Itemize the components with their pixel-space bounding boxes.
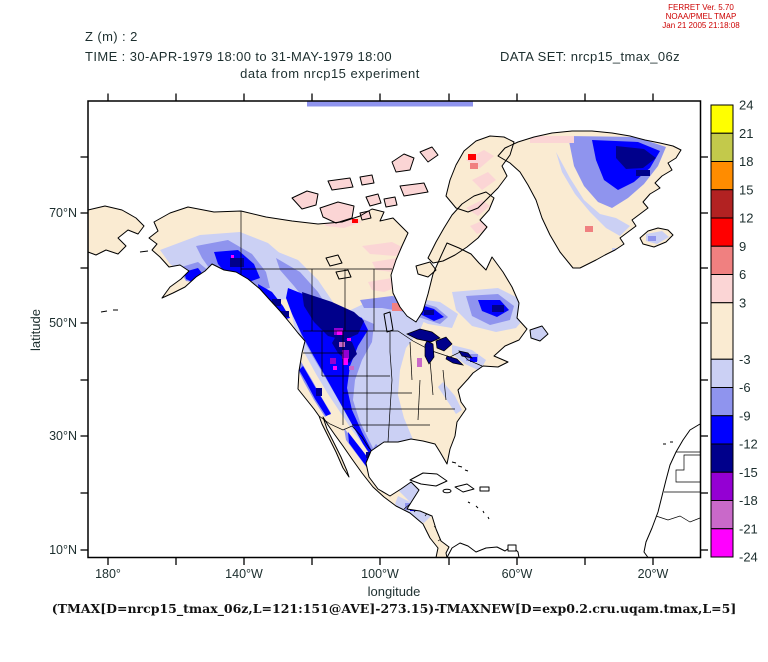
x-tick-label: 20°W [638,567,669,581]
x-tick-label: 180° [95,567,121,581]
patch-magenta-4 [347,338,351,341]
patch-alaska-magenta [231,255,234,258]
colorbar-label: -12 [739,437,758,452]
colorbar-label: -6 [739,380,751,395]
colorbar-label: 3 [739,295,746,310]
patch-hudson-navy [424,310,434,315]
colorbar-label: 12 [739,211,753,226]
ferret-credit: FERRET Ver. 5.70 NOAA/PMEL TMAP Jan 21 2… [662,3,740,30]
patch-lake-michigan-orchid [417,358,422,367]
patch-orchid-1 [339,342,345,347]
patch-quebec-navy [492,305,504,312]
colorbar-segment [711,388,733,416]
patch-greenland-top-pink [530,136,574,143]
coast-jamaica [443,489,451,493]
x-axis-title: longitude [368,584,421,599]
patch-ellesmere-salmon [470,163,478,169]
credit-version: FERRET Ver. 5.70 [668,3,734,12]
y-tick-label: 30°N [49,429,77,443]
colorbar-segment [711,105,733,133]
z-level-label: Z (m) : 2 [85,29,138,44]
colorbar-segment [711,359,733,387]
patch-red-coast [352,219,358,223]
colorbar-segment [711,416,733,444]
colorbar-label: 18 [739,154,753,169]
plot-header: Z (m) : 2 TIME : 30-APR-1979 18:00 to 31… [85,29,680,81]
plot-caption: (TMAX[D=nrcp15_tmax_06z,L=121:151@AVE]-2… [52,601,736,617]
colorbar-label: -24 [739,550,758,565]
colorbar-segment [711,162,733,190]
colorbar-label: 9 [739,239,746,254]
credit-org: NOAA/PMEL TMAP [666,12,737,21]
patch-magenta-2 [343,358,348,365]
colorbar-label: 15 [739,182,753,197]
patch-sierra-navy [316,388,322,396]
patch-greenland-navy2 [636,170,650,176]
patch-magenta-1 [337,331,342,335]
patch-red-ellesmere [468,154,476,160]
dataset-label: DATA SET: nrcp15_tmax_06z [500,49,680,64]
colorbar-label: 21 [739,126,753,141]
plot-subtitle: data from nrcp15 experiment [240,66,420,81]
y-tick-label: 70°N [49,206,77,220]
colorbar-segment [711,275,733,303]
patch-alaska-navy [230,258,244,267]
colorbar-label: -21 [739,521,758,536]
colorbar-segment [711,246,733,274]
time-range-label: TIME : 30-APR-1979 18:00 to 31-MAY-1979 … [85,49,392,64]
patch-magenta-3 [333,366,337,370]
y-tick-label: 50°N [49,316,77,330]
colorbar-segment [711,444,733,472]
colorbar-label: 6 [739,267,746,282]
colorbar: 24 21 18 15 12 9 6 3 -3 -6 -9 -12 -15 -18 -21 -24 [711,98,758,565]
patch-orchid-2 [349,366,354,370]
x-tick-label: 60°W [502,567,533,581]
colorbar-segment [711,218,733,246]
patch-violet-3 [330,358,336,364]
coast-puerto-rico [480,487,489,491]
colorbar-segment [711,529,733,557]
plot-canvas: FERRET Ver. 5.70 NOAA/PMEL TMAP Jan 21 2… [0,0,768,662]
x-tick-label: 100°W [361,567,399,581]
colorbar-segment [711,472,733,500]
coast-trinidad [508,545,516,551]
credit-date: Jan 21 2005 21:18:08 [662,21,740,30]
patch-greenland-salmon [585,226,593,232]
colorbar-segment [711,190,733,218]
colorbar-label: -15 [739,465,758,480]
top-edge-data-strip [307,102,473,107]
patch-iceland-dot [648,236,656,241]
y-axis-title: latitude [28,309,43,351]
ferret-plot-page: FERRET Ver. 5.70 NOAA/PMEL TMAP Jan 21 2… [0,0,768,662]
colorbar-label: -9 [739,408,751,423]
colorbar-segment [711,501,733,529]
colorbar-segment [711,133,733,161]
colorbar-label: 24 [739,98,753,113]
colorbar-label: -3 [739,352,751,367]
y-tick-label: 10°N [49,543,77,557]
x-tick-label: 140°W [225,567,263,581]
colorbar-label: -18 [739,493,758,508]
colorbar-segment [711,303,733,360]
